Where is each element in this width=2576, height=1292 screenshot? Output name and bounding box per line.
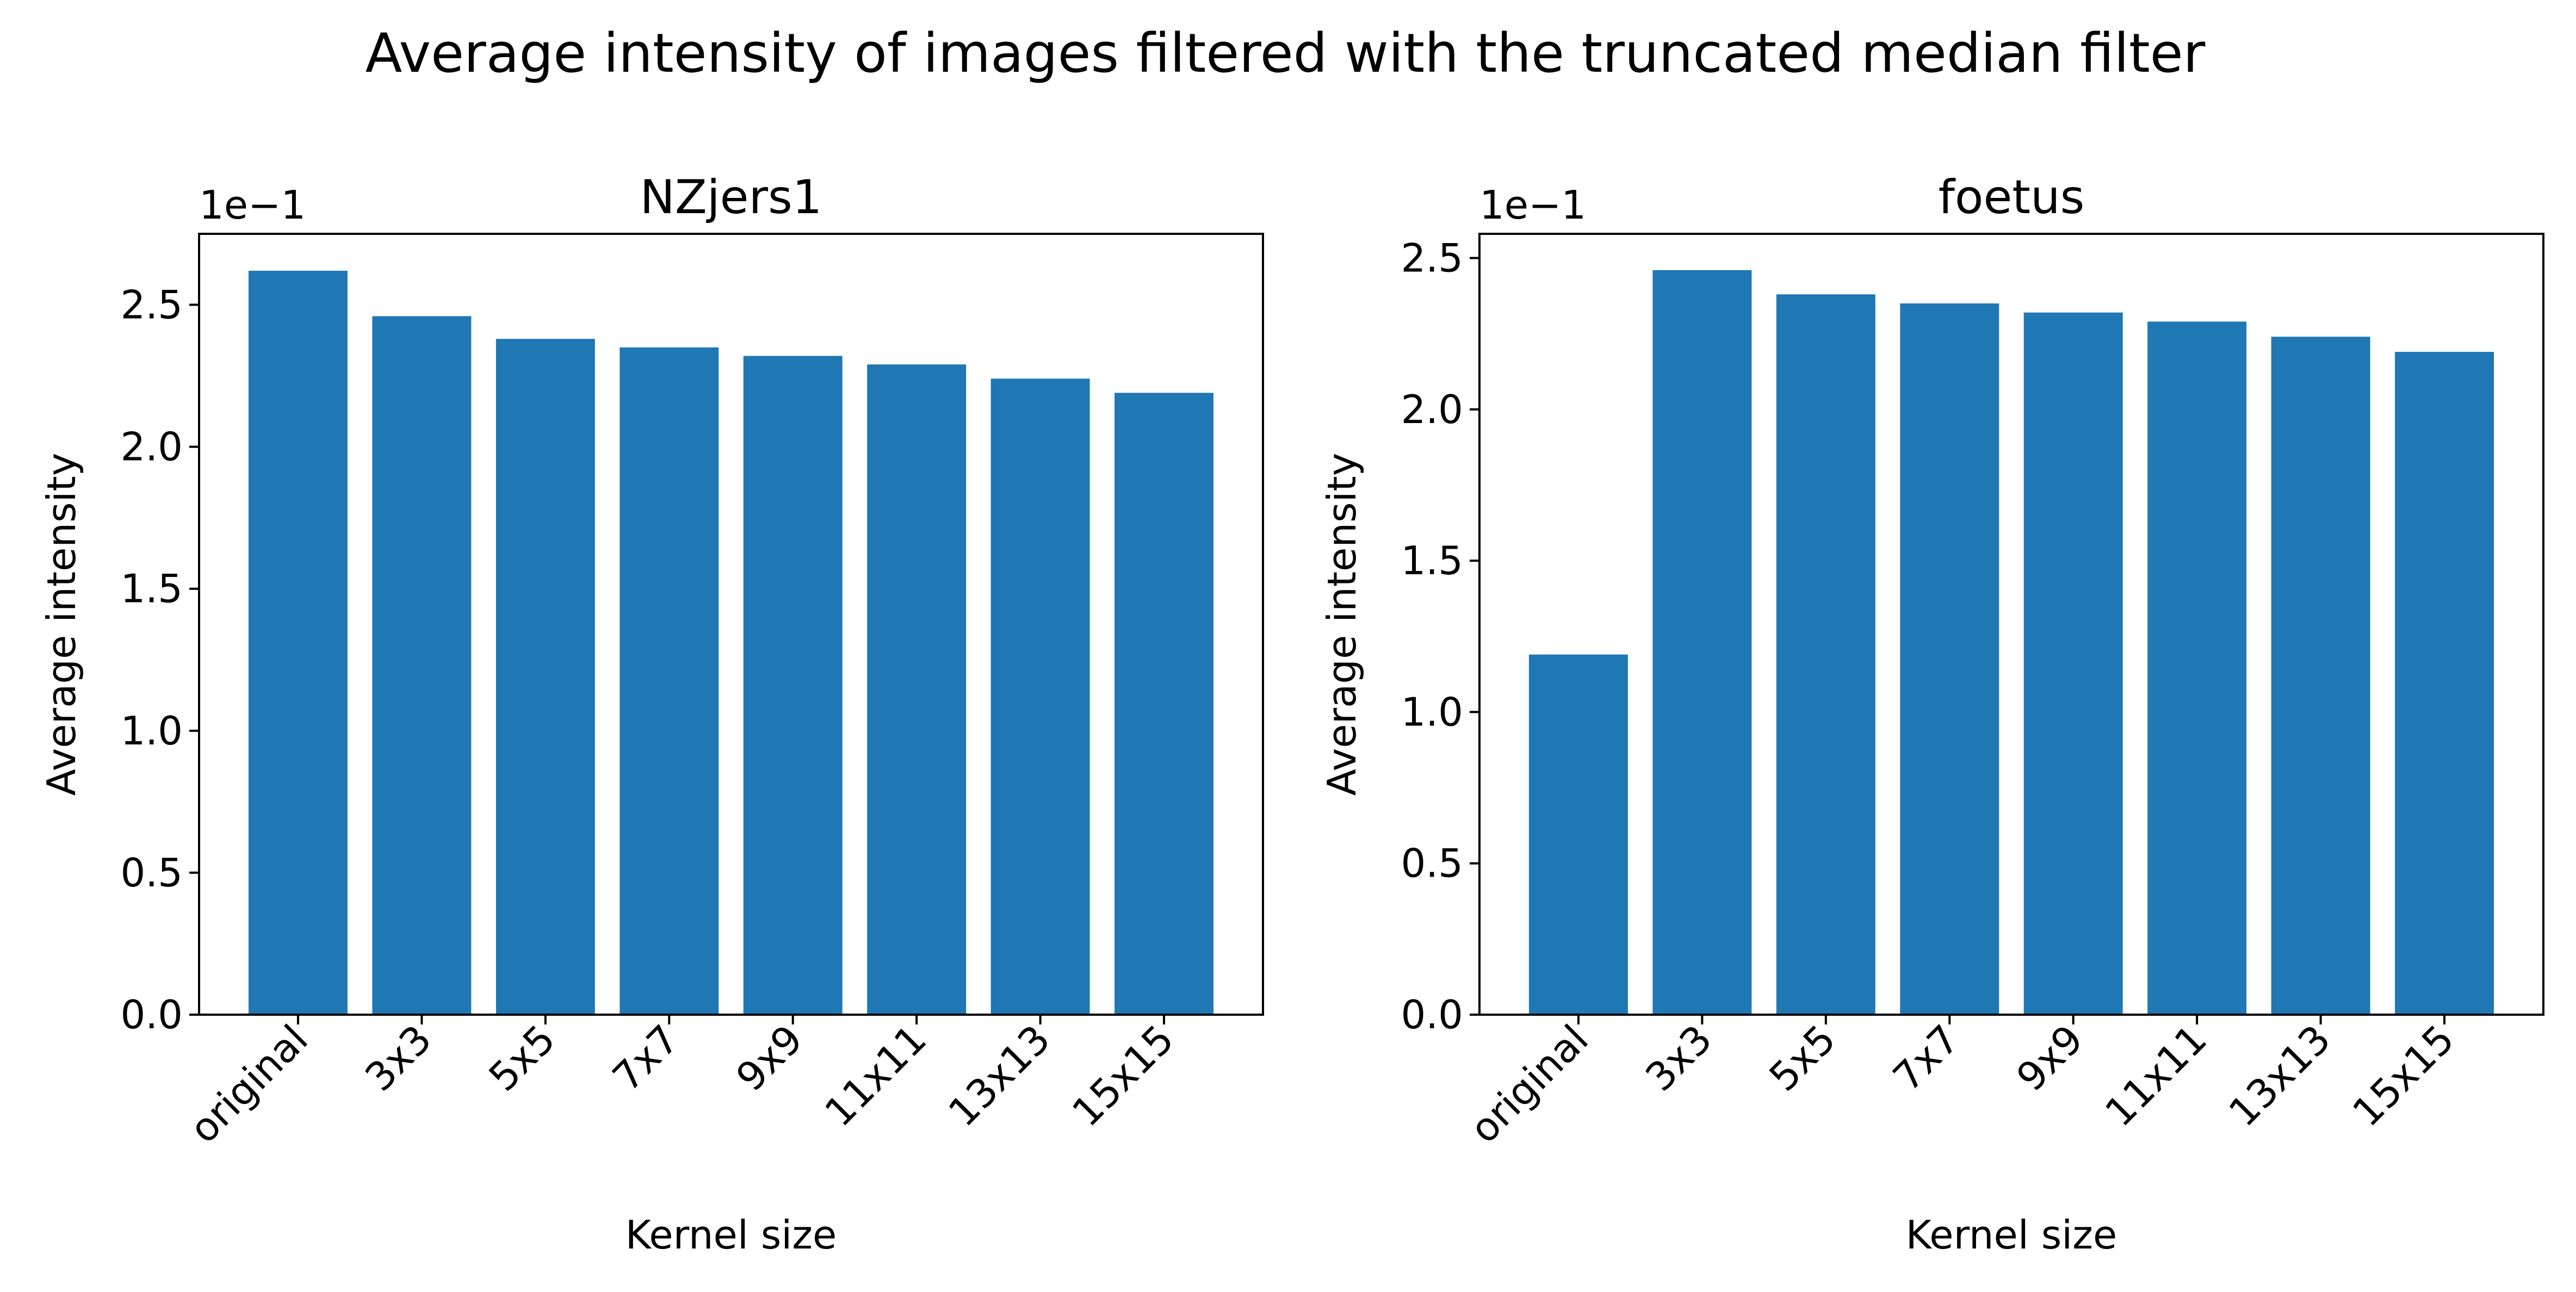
- bar-9x9: [2023, 312, 2123, 1015]
- y-tick-label: 1.5: [1401, 538, 1463, 583]
- x-axis-label: Kernel size: [1906, 1212, 2117, 1258]
- y-tick-label: 1.5: [120, 566, 183, 612]
- panel-title: foetus: [1939, 170, 2085, 225]
- y-tick-label: 1.0: [120, 708, 183, 754]
- bar-7x7: [620, 347, 719, 1015]
- axes-frame: [1478, 233, 2544, 1016]
- bar-3x3: [372, 316, 472, 1015]
- y-offset-text: 1e−1: [1479, 182, 1586, 228]
- y-tick-label: 0.5: [120, 850, 183, 896]
- y-tick-label: 0.0: [1401, 992, 1463, 1038]
- y-tick-label: 2.0: [1401, 387, 1463, 432]
- y-tick-label: 0.5: [1401, 841, 1463, 886]
- y-tick-label: 0.0: [120, 992, 183, 1038]
- bar-7x7: [1900, 303, 1999, 1015]
- bar-original: [248, 270, 348, 1015]
- y-tick-label: 2.0: [120, 424, 183, 470]
- panel-title: NZjers1: [640, 170, 822, 225]
- axes-frame: [198, 233, 1264, 1016]
- bar-13x13: [990, 378, 1090, 1015]
- bar-original: [1528, 654, 1628, 1015]
- bar-3x3: [1652, 270, 1752, 1015]
- bar-13x13: [2271, 337, 2370, 1015]
- figure-suptitle: Average intensity of images filtered wit…: [366, 22, 2206, 85]
- y-offset-text: 1e−1: [199, 182, 306, 228]
- y-tick-label: 2.5: [1401, 235, 1463, 281]
- y-axis-label: Average intensity: [1319, 453, 1365, 796]
- bar-5x5: [1776, 294, 1875, 1015]
- bar-11x11: [867, 364, 967, 1015]
- y-axis-label: Average intensity: [39, 453, 84, 796]
- bar-5x5: [496, 339, 595, 1015]
- bar-15x15: [1114, 393, 1214, 1015]
- x-axis-label: Kernel size: [626, 1212, 837, 1258]
- bar-9x9: [743, 356, 843, 1015]
- y-tick-label: 2.5: [120, 282, 183, 328]
- y-tick-label: 1.0: [1401, 689, 1463, 735]
- bar-11x11: [2147, 321, 2247, 1015]
- bar-15x15: [2395, 352, 2494, 1015]
